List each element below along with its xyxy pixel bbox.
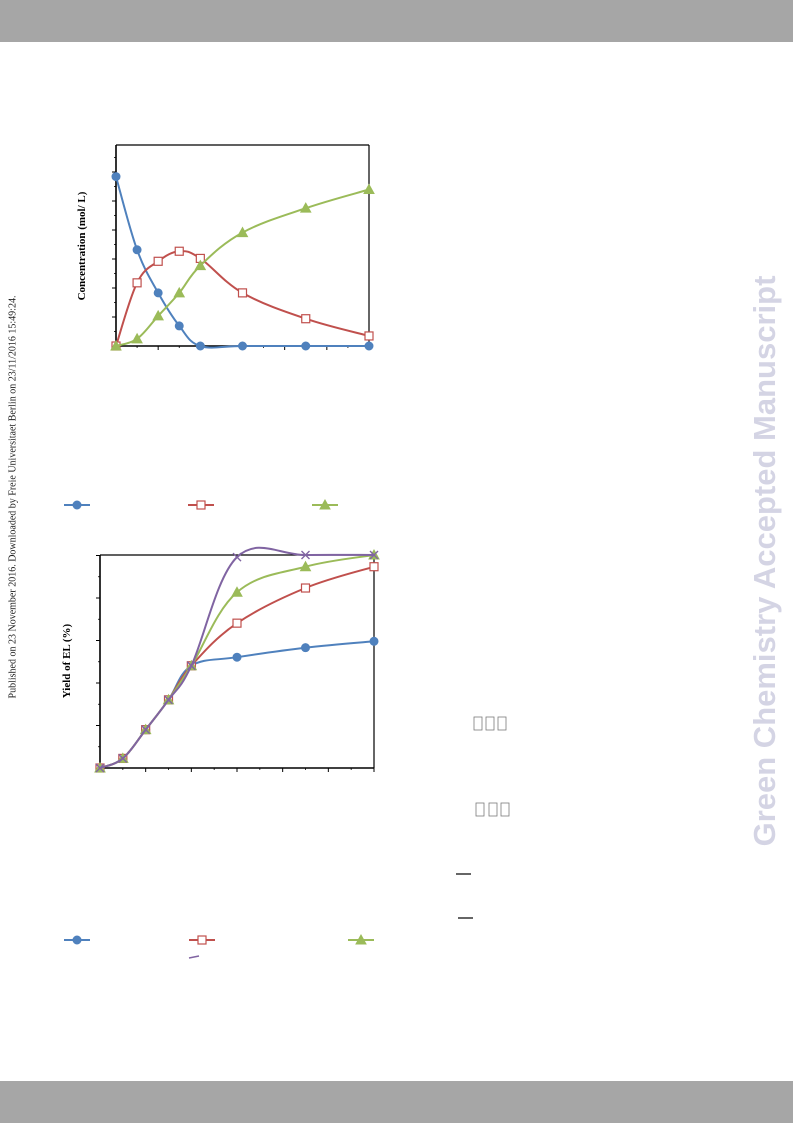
legend1-item-2-marker [196,500,206,510]
chart1-series-3-point-4 [173,286,186,298]
chart1-series-1-point-7 [301,341,311,351]
chart1-series-1-point-8 [364,341,374,351]
chart1-series-1-point-4 [174,321,184,331]
glyph-box-2 [485,716,495,731]
chart2-series-4-point-7 [301,550,310,560]
chart1-series-1-point-1 [111,172,121,182]
legend2-item-1-marker [72,935,82,945]
chart1-series-3-point-7 [299,202,312,213]
glyph-box-3 [497,716,507,731]
chart1-series-2-point-4 [174,246,184,256]
chart1-series-2-point-3 [153,256,163,266]
legend2-item-2-marker [197,935,207,945]
chart1-series-2-point-7 [301,314,311,324]
chart1-series-3-point-8 [363,183,375,195]
chart1-series-1-point-5 [195,341,205,351]
legend2-item-4-line [188,955,200,959]
chart1-series-1-point-6 [238,341,247,351]
chart2-series-4-point-1 [95,763,105,773]
chart2-series-2-point-8 [369,562,379,572]
chart2-series-2-line [99,565,375,769]
legend1-item-1-marker [72,500,82,510]
chart1-series-1-point-3 [153,288,163,298]
glyph-box-6 [500,802,510,817]
chart2-series-2-point-7 [300,583,311,593]
chart2-series-4-point-6 [232,552,242,562]
chart2-series-1-point-8 [369,636,379,646]
chart2-series-4-point-5 [186,661,196,671]
legend1-item-3-marker [319,498,331,510]
chart2-series-3-point-6 [231,586,243,597]
top-header-band [0,0,793,42]
chart1-series-2-point-8 [364,331,374,341]
chart2-series-3-point-7 [299,560,312,572]
glyph-box-4 [475,802,485,817]
chart1-series-2-point-2 [132,278,142,288]
chart1-series-3-point-6 [236,226,249,238]
chart2-series-2-point-6 [232,618,242,628]
bottom-footer-band [0,1081,793,1123]
chart2-series-4-point-3 [141,725,151,735]
glyph-box-5 [488,802,498,817]
chart1-series-1-point-2 [132,245,142,255]
chart1-series-3-point-1 [110,339,122,351]
chart2-series-4-point-2 [118,753,128,763]
chart2-series-4-point-4 [164,695,173,705]
chart1-series-3-point-3 [152,309,165,321]
chart2-series-4-line [99,546,375,769]
chart1-series-3-point-5 [194,259,207,271]
chart1-series-3-line [115,188,370,347]
chart2-series-1-point-7 [301,643,310,653]
chart2-series-4-point-8 [369,550,379,560]
glyph-box-1 [473,716,483,731]
chart1-series-3-point-2 [131,332,143,344]
chart1-series-2-point-6 [237,288,248,298]
chart2-series-1-point-6 [232,652,242,662]
legend2-item-3-marker [355,933,367,945]
